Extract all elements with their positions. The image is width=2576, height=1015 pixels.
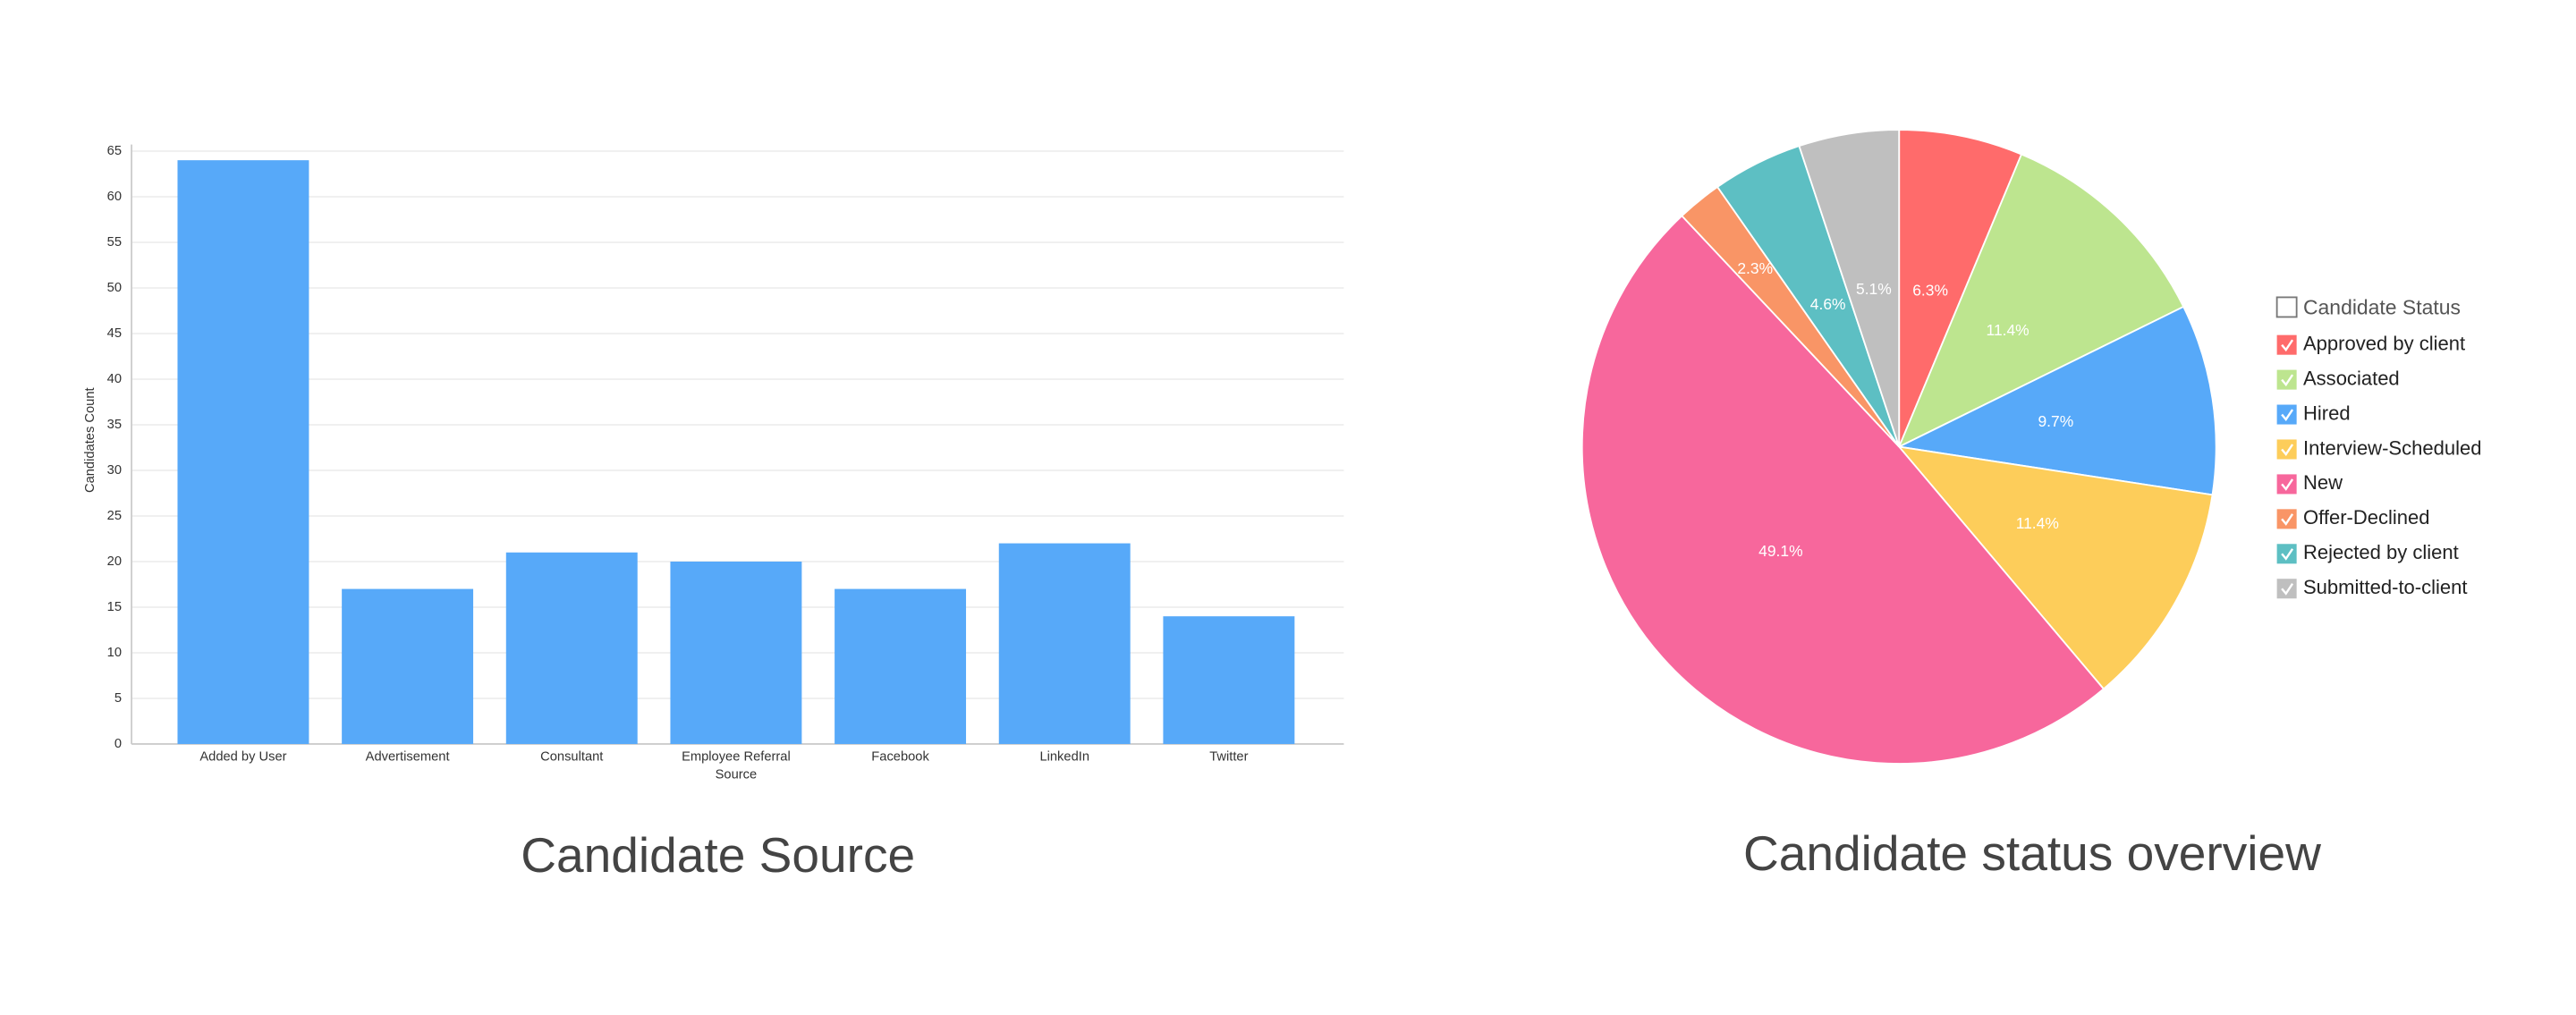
- legend-label[interactable]: Approved by client: [2303, 332, 2465, 354]
- y-tick-label: 0: [114, 737, 122, 751]
- x-tick-label: Added by User: [199, 750, 286, 765]
- y-axis-label: Candidates Count: [83, 387, 97, 493]
- bar[interactable]: [505, 552, 638, 744]
- legend-check: [2281, 339, 2294, 352]
- legend-swatch[interactable]: [2276, 334, 2297, 355]
- data-label: 4.6%: [1810, 295, 1846, 313]
- pie-slice[interactable]: [1896, 305, 2217, 496]
- x-tick-label: Consultant: [540, 750, 603, 765]
- legend-swatch[interactable]: [2276, 439, 2297, 460]
- legend-label[interactable]: Hired: [2303, 402, 2351, 424]
- data-label: 11.4%: [1987, 321, 2029, 339]
- y-tick-label: 25: [107, 509, 122, 523]
- legend-label[interactable]: Interview-Scheduled: [2303, 436, 2481, 459]
- legend-swatch[interactable]: [2276, 509, 2297, 529]
- legend-check: [2281, 548, 2294, 561]
- legend-swatch[interactable]: [2276, 404, 2297, 425]
- pie-slice[interactable]: [1898, 129, 2023, 447]
- y-tick-label: 15: [107, 600, 122, 614]
- legend-label[interactable]: Associated: [2303, 367, 2400, 389]
- y-tick-label: 30: [107, 463, 122, 478]
- legend-check: [2281, 374, 2294, 387]
- legend-check: [2281, 513, 2294, 526]
- data-label: 6.3%: [1912, 281, 1948, 299]
- legend-check: [2281, 478, 2294, 491]
- y-tick-label: 20: [107, 554, 122, 569]
- chart-title: Candidate status overview: [1743, 825, 2321, 881]
- y-tick-label: 65: [107, 144, 122, 158]
- data-label: 2.3%: [1737, 259, 1773, 277]
- legend-label[interactable]: Submitted-to-client: [2303, 576, 2468, 598]
- legend-label[interactable]: Offer-Declined: [2303, 506, 2430, 529]
- data-label: 5.1%: [1856, 280, 1892, 298]
- pie-slice[interactable]: [1897, 153, 2185, 449]
- y-tick-label: 45: [107, 326, 122, 341]
- y-tick-label: 40: [107, 372, 122, 386]
- x-tick-label: Twitter: [1209, 750, 1248, 765]
- y-tick-label: 35: [107, 418, 122, 432]
- pie-slice[interactable]: [1896, 445, 2214, 690]
- bar[interactable]: [998, 543, 1131, 744]
- legend-swatch[interactable]: [2276, 579, 2297, 599]
- legend-check: [2281, 409, 2294, 422]
- x-tick-label: Facebook: [871, 750, 929, 765]
- y-tick-label: 5: [114, 691, 122, 706]
- x-tick-label: LinkedIn: [1039, 750, 1089, 765]
- legend-swatch[interactable]: [2276, 369, 2297, 390]
- y-tick-label: 55: [107, 235, 122, 250]
- legend-title[interactable]: Candidate Status: [2303, 295, 2461, 318]
- x-tick-label: Employee Referral: [682, 750, 791, 765]
- bar[interactable]: [177, 160, 309, 744]
- legend-check: [2281, 583, 2294, 596]
- data-label: 49.1%: [1758, 542, 1802, 560]
- y-tick-label: 60: [107, 190, 122, 204]
- bar[interactable]: [835, 588, 967, 744]
- x-axis-label: Source: [716, 768, 758, 782]
- y-tick-label: 10: [107, 646, 122, 660]
- bar[interactable]: [1163, 616, 1295, 744]
- legend-label[interactable]: Rejected by client: [2303, 541, 2459, 563]
- legend-title-box: [2275, 296, 2298, 318]
- legend-label[interactable]: New: [2303, 471, 2343, 494]
- x-tick-label: Advertisement: [366, 750, 450, 765]
- data-label: 9.7%: [2038, 412, 2074, 430]
- chart-title: Candidate Source: [521, 827, 915, 883]
- bar[interactable]: [342, 588, 474, 744]
- pie-slice[interactable]: [1798, 129, 1901, 447]
- legend-swatch[interactable]: [2276, 544, 2297, 564]
- legend-check: [2281, 444, 2294, 456]
- data-label: 11.4%: [2016, 514, 2059, 532]
- bar[interactable]: [670, 561, 802, 744]
- pie-slice[interactable]: [1581, 215, 2106, 765]
- y-tick-label: 50: [107, 281, 122, 295]
- legend-swatch[interactable]: [2276, 474, 2297, 495]
